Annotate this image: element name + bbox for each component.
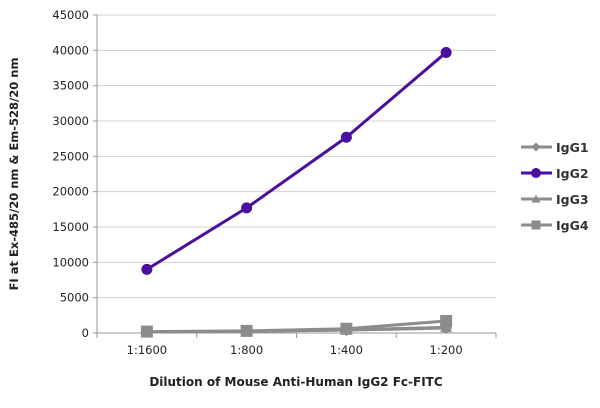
marker-square (140, 325, 153, 338)
marker-circle (340, 131, 352, 143)
marker-square (440, 314, 453, 327)
marker-square (531, 220, 541, 230)
marker-circle (440, 46, 452, 58)
marker-square (340, 322, 353, 335)
y-axis-label: FI at Ex-485/20 nm & Em-528/20 nm (7, 58, 21, 291)
marker-circle (241, 202, 253, 214)
x-tick-label: 1:200 (430, 343, 463, 357)
y-tick-label: 5000 (60, 291, 89, 305)
y-tick-label: 20000 (52, 185, 89, 199)
x-tick-label: 1:800 (230, 343, 263, 357)
series-line-IgG2 (146, 51, 448, 271)
legend-label: IgG1 (556, 140, 589, 155)
legend-label: IgG2 (556, 166, 589, 181)
x-tick-label: 1:1600 (127, 343, 167, 357)
y-tick-label: 45000 (52, 8, 89, 22)
y-tick-label: 35000 (52, 79, 89, 93)
marker-diamond (531, 142, 541, 152)
marker-triangle (531, 194, 541, 203)
y-tick-label: 30000 (52, 114, 89, 128)
series-line-IgG4 (146, 319, 447, 334)
y-tick-label: 40000 (52, 43, 89, 57)
y-tick-label: 25000 (52, 149, 89, 163)
y-tick-label: 0 (82, 326, 89, 340)
marker-square (240, 324, 253, 337)
y-tick-label: 15000 (52, 220, 89, 234)
y-tick-label: 10000 (52, 255, 89, 269)
legend-label: IgG4 (556, 218, 589, 233)
marker-circle (531, 168, 541, 178)
x-tick-label: 1:400 (330, 343, 363, 357)
x-axis-label: Dilution of Mouse Anti-Human IgG2 Fc-FIT… (149, 375, 443, 389)
marker-circle (141, 263, 153, 275)
legend-label: IgG3 (556, 192, 589, 207)
